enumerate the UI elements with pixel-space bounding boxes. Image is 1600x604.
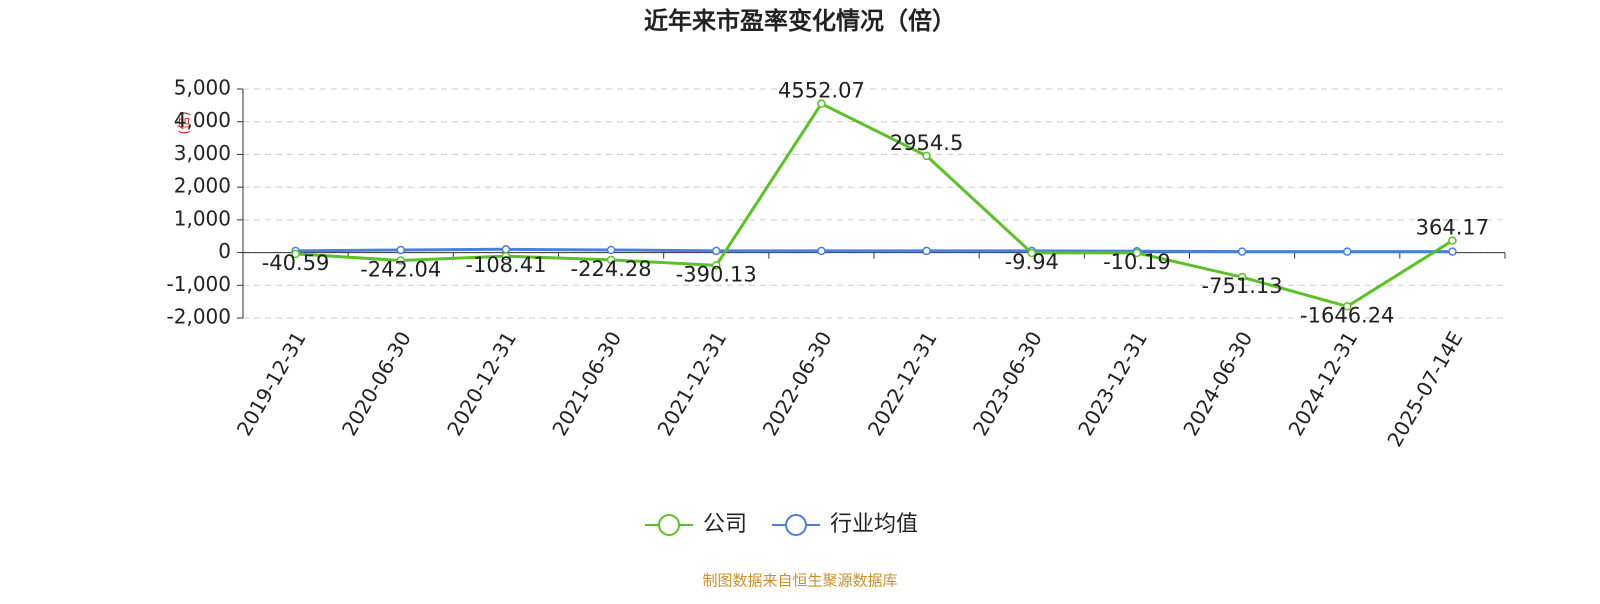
y-tick-label: 4,000 xyxy=(174,108,231,132)
legend-marker xyxy=(785,514,807,536)
data-label: -751.13 xyxy=(1202,274,1283,298)
point xyxy=(1237,247,1247,256)
series-line xyxy=(295,101,1454,309)
y-axis-label: (倍) xyxy=(178,111,193,134)
legend-label: 公司 xyxy=(703,512,747,537)
data-label: -1646.24 xyxy=(1300,303,1394,327)
point xyxy=(396,256,405,265)
x-tick-label: 2022-06-30 xyxy=(758,327,837,440)
point xyxy=(1343,247,1352,256)
x-tick-label: 2019-12-31 xyxy=(232,327,311,440)
data-label: -390.13 xyxy=(676,262,757,286)
source-note: 制图数据来自恒生聚源数据库 xyxy=(702,572,897,590)
point xyxy=(712,261,721,270)
x-tick-label: 2021-12-31 xyxy=(652,327,731,440)
point xyxy=(922,246,931,256)
point xyxy=(606,255,616,265)
data-label: -10.19 xyxy=(1103,250,1171,274)
x-tick-label: 2023-06-30 xyxy=(968,327,1047,440)
legend-label: 行业均值 xyxy=(830,512,918,537)
point xyxy=(1132,248,1142,258)
data-label: 4552.07 xyxy=(778,79,865,103)
point xyxy=(1027,248,1036,258)
point xyxy=(1448,236,1457,245)
y-tick-label: -2,000 xyxy=(167,305,231,329)
point xyxy=(501,251,511,261)
data-label: -224.28 xyxy=(571,257,652,281)
point xyxy=(712,246,721,256)
x-tick-label: 2021-06-30 xyxy=(547,327,626,440)
x-tick-label: 2020-06-30 xyxy=(337,327,416,440)
y-tick-label: 3,000 xyxy=(174,141,231,165)
y-tick-label: -1,000 xyxy=(167,272,231,296)
data-label: -108.41 xyxy=(465,253,546,277)
y-tick-label: 2,000 xyxy=(174,174,231,198)
point xyxy=(922,151,931,161)
y-tick-label: 5,000 xyxy=(174,76,231,100)
data-label: 2954.5 xyxy=(890,131,963,155)
point xyxy=(1448,247,1457,256)
chart-title: 近年来市盈率变化情况（倍） xyxy=(644,7,956,35)
point xyxy=(1343,302,1352,311)
x-tick-label: 2023-12-31 xyxy=(1073,327,1152,440)
series-line xyxy=(295,247,1453,254)
data-label: 364.17 xyxy=(1416,216,1489,240)
x-tick-label: 2022-12-31 xyxy=(863,327,942,440)
point xyxy=(817,99,826,108)
data-label: -40.59 xyxy=(262,251,330,275)
y-tick-label: 1,000 xyxy=(174,206,231,230)
y-tick-label: 0 xyxy=(218,239,231,263)
x-tick-label: 2024-12-31 xyxy=(1283,327,1362,440)
point xyxy=(396,245,405,255)
x-tick-label: 2025-07-14E xyxy=(1382,327,1467,451)
legend-marker xyxy=(658,514,680,536)
point xyxy=(817,246,826,256)
data-label: -9.94 xyxy=(1005,250,1059,274)
point xyxy=(501,245,511,254)
point xyxy=(291,249,300,259)
data-label: -242.04 xyxy=(360,257,441,281)
x-tick-label: 2020-12-31 xyxy=(442,327,521,440)
point xyxy=(606,245,616,255)
point xyxy=(1237,272,1247,282)
x-tick-label: 2024-06-30 xyxy=(1178,327,1257,440)
